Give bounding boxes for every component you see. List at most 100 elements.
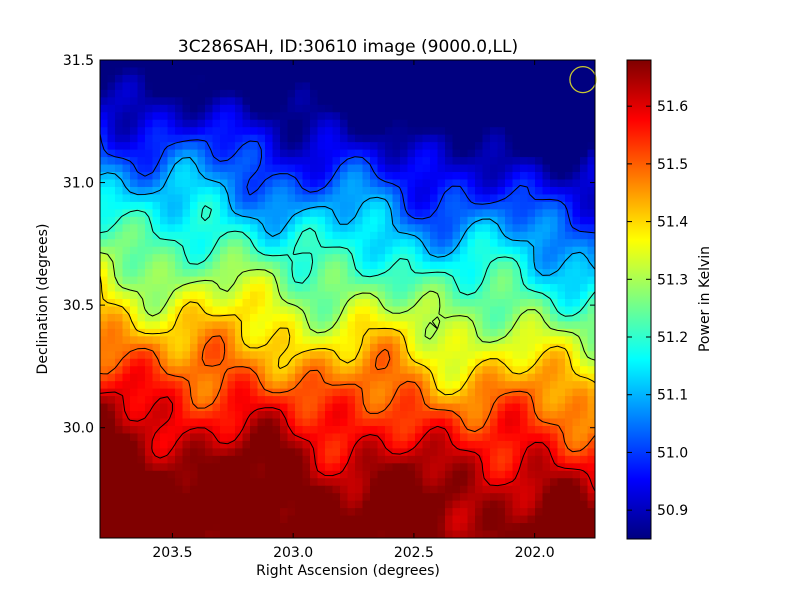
heatmap-cell bbox=[182, 328, 191, 337]
heatmap-cell bbox=[355, 231, 364, 240]
heatmap-cell bbox=[512, 388, 521, 397]
heatmap-cell bbox=[460, 246, 469, 255]
heatmap-cell bbox=[392, 455, 401, 464]
heatmap-cell bbox=[160, 381, 169, 390]
heatmap-cell bbox=[550, 351, 559, 360]
heatmap-cell bbox=[415, 366, 424, 375]
heatmap-cell bbox=[302, 209, 311, 218]
heatmap-cell bbox=[535, 328, 544, 337]
heatmap-cell bbox=[250, 231, 259, 240]
heatmap-cell bbox=[287, 328, 296, 337]
heatmap-cell bbox=[272, 313, 281, 323]
heatmap-cell bbox=[407, 186, 416, 196]
heatmap-cell bbox=[505, 463, 514, 472]
heatmap-cell bbox=[242, 127, 251, 136]
heatmap-cell bbox=[520, 403, 529, 412]
heatmap-cell bbox=[452, 388, 461, 397]
heatmap-cell bbox=[550, 440, 559, 449]
heatmap-cell bbox=[482, 119, 491, 128]
heatmap-cell bbox=[482, 82, 491, 91]
heatmap-cell bbox=[347, 194, 356, 203]
heatmap-cell bbox=[310, 418, 319, 427]
heatmap-cell bbox=[392, 246, 401, 255]
heatmap-cell bbox=[107, 411, 116, 420]
heatmap-cell bbox=[100, 470, 109, 479]
heatmap-cell bbox=[475, 493, 484, 502]
heatmap-cell bbox=[347, 485, 356, 494]
heatmap-cell bbox=[272, 119, 281, 128]
heatmap-cell bbox=[527, 358, 536, 367]
heatmap-cell bbox=[130, 209, 139, 218]
heatmap-cell bbox=[430, 351, 439, 360]
heatmap-cell bbox=[265, 164, 274, 173]
heatmap-cell bbox=[310, 463, 319, 472]
heatmap-cell bbox=[220, 373, 229, 382]
heatmap-cell bbox=[535, 523, 544, 532]
heatmap-cell bbox=[587, 403, 595, 412]
heatmap-cell bbox=[115, 112, 124, 121]
heatmap-cell bbox=[422, 515, 431, 524]
heatmap-cell bbox=[152, 351, 161, 360]
heatmap-cell bbox=[235, 261, 244, 270]
heatmap-cell bbox=[512, 97, 521, 106]
heatmap-cell bbox=[122, 433, 131, 442]
heatmap-cell bbox=[235, 112, 244, 121]
heatmap-cell bbox=[340, 216, 349, 225]
heatmap-cell bbox=[452, 448, 461, 457]
heatmap-cell bbox=[437, 485, 446, 494]
heatmap-cell bbox=[190, 127, 199, 136]
heatmap-cell bbox=[355, 366, 364, 375]
heatmap-cell bbox=[302, 179, 311, 188]
heatmap-cell bbox=[527, 455, 536, 464]
heatmap-cell bbox=[467, 440, 476, 449]
heatmap-cell bbox=[490, 366, 499, 375]
heatmap-cell bbox=[130, 291, 139, 300]
heatmap-cell bbox=[415, 291, 424, 300]
heatmap-cell bbox=[557, 89, 566, 98]
heatmap-cell bbox=[452, 134, 461, 143]
heatmap-cell bbox=[325, 515, 334, 524]
heatmap-cell bbox=[302, 216, 311, 225]
heatmap-cell bbox=[542, 500, 551, 509]
heatmap-cell bbox=[227, 485, 236, 494]
heatmap-cell bbox=[400, 104, 409, 113]
heatmap-cell bbox=[257, 396, 266, 405]
heatmap-cell bbox=[317, 508, 326, 517]
heatmap-cell bbox=[160, 239, 169, 248]
heatmap-cell bbox=[415, 313, 424, 323]
heatmap-cell bbox=[137, 97, 146, 106]
heatmap-cell bbox=[430, 336, 439, 345]
heatmap-cell bbox=[400, 276, 409, 285]
heatmap-cell bbox=[475, 157, 484, 166]
heatmap-cell bbox=[295, 142, 304, 151]
heatmap-cell bbox=[527, 254, 536, 263]
heatmap-cell bbox=[535, 172, 544, 181]
heatmap-cell bbox=[400, 291, 409, 300]
heatmap-cell bbox=[400, 515, 409, 524]
heatmap-cell bbox=[452, 321, 461, 330]
heatmap-cell bbox=[107, 455, 116, 464]
heatmap-cell bbox=[257, 104, 266, 113]
heatmap-cell bbox=[580, 134, 589, 143]
heatmap-cell bbox=[160, 284, 169, 293]
x-axis-ticks: 203.5 203.0 202.5 202.0 bbox=[152, 60, 555, 561]
heatmap-cell bbox=[265, 358, 274, 367]
heatmap-cell bbox=[512, 269, 521, 278]
heatmap-cell bbox=[295, 60, 304, 69]
heatmap-cell bbox=[392, 396, 401, 405]
heatmap-cell bbox=[482, 97, 491, 106]
heatmap-cell bbox=[152, 463, 161, 472]
heatmap-cell bbox=[115, 246, 124, 255]
heatmap-cell bbox=[205, 411, 214, 420]
heatmap-cell bbox=[445, 164, 454, 173]
heatmap-cell bbox=[497, 440, 506, 449]
heatmap-cell bbox=[115, 224, 124, 233]
heatmap-cell bbox=[197, 343, 206, 352]
heatmap-cell bbox=[295, 67, 304, 76]
heatmap-cell bbox=[460, 299, 469, 308]
heatmap-cell bbox=[100, 336, 109, 345]
heatmap-cell bbox=[542, 97, 551, 106]
heatmap-cell bbox=[527, 493, 536, 502]
heatmap-cell bbox=[257, 358, 266, 367]
heatmap-cell bbox=[415, 493, 424, 502]
